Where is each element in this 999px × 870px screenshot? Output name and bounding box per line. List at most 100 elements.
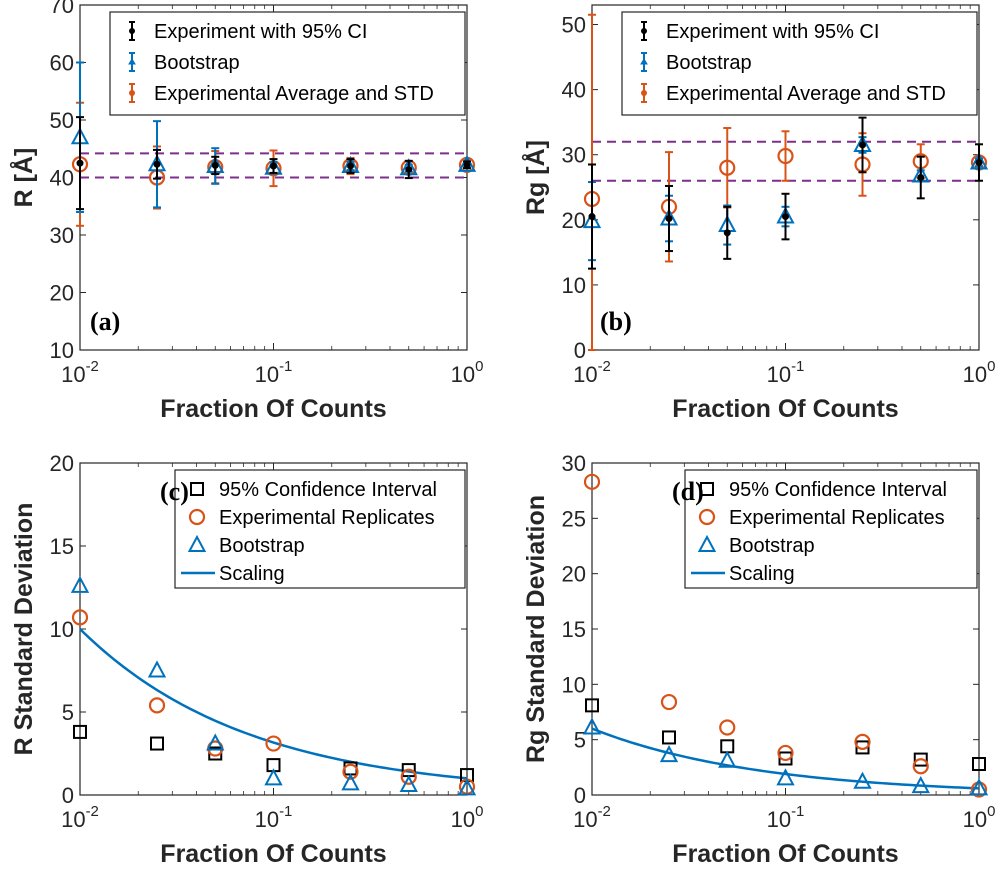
y-tick-label: 30 [50, 223, 74, 248]
y-tick-label: 70 [50, 0, 74, 18]
data-point [264, 768, 283, 786]
chart-panel-2: 0 10 20 30 40 50 10-2 10-1 100 Fraction Of Counts… [521, 4, 996, 423]
data-point [341, 773, 360, 791]
legend-entry: Bootstrap [154, 52, 240, 74]
legend-entry: Experimental Replicates [729, 507, 945, 529]
data-point [73, 724, 87, 739]
data-point [855, 740, 870, 755]
legend-swatch [700, 482, 714, 496]
data-point [76, 159, 84, 167]
legend-entry: Scaling [729, 563, 795, 585]
chart-panel-3: 0 5 10 15 20 10-2 10-1 100 Fraction Of Counts R S… [10, 451, 483, 868]
series-1 [76, 116, 471, 211]
y-tick-label: 10 [50, 617, 74, 642]
data-point [342, 763, 359, 780]
y-tick-label: 60 [50, 51, 74, 76]
x-tick-label: 10-1 [767, 803, 805, 832]
x-axis-label: Fraction Of Counts [160, 395, 386, 423]
x-tick-label: 10-1 [255, 358, 293, 387]
y-tick-label: 20 [50, 281, 74, 306]
legend: 95% Confidence Interval Experimental Repl… [174, 469, 466, 589]
data-point [211, 161, 219, 169]
legend-swatch [129, 90, 135, 96]
series-3 [70, 575, 477, 796]
data-point [778, 751, 793, 766]
y-tick-label: 5 [574, 728, 586, 753]
legend-box [109, 11, 466, 116]
series-1 [588, 116, 983, 270]
y-axis-label: R [Å] [9, 148, 38, 208]
legend: Experiment with 95% CI Bootstrap Experimen… [109, 11, 466, 116]
x-tick-label: 10-1 [767, 358, 805, 387]
y-tick-label: 20 [562, 562, 586, 587]
y-tick-label: 15 [50, 534, 74, 559]
data-point [70, 575, 90, 593]
series-1 [585, 698, 986, 772]
legend-swatch [697, 534, 717, 552]
data-point [405, 165, 413, 173]
data-point [588, 213, 596, 221]
chart-panel-4: 0 5 10 15 20 25 30 10-2 10-1 100 Fraction Of Count… [522, 451, 995, 868]
x-tick-label: 100 [451, 803, 484, 832]
scaling-line [591, 727, 980, 790]
y-tick-label: 0 [574, 783, 586, 808]
data-point [457, 778, 477, 796]
y-tick-label: 50 [562, 13, 586, 38]
data-point [972, 757, 986, 772]
data-point [859, 141, 867, 149]
y-axis-label: Rg [Å] [521, 140, 550, 215]
data-point [719, 159, 736, 176]
data-point [854, 733, 871, 750]
legend-entry: Experimental Average and STD [666, 83, 946, 105]
legend-entry: Bootstrap [219, 535, 305, 557]
y-tick-label: 30 [562, 143, 586, 168]
legend-entry: 95% Confidence Interval [729, 479, 947, 501]
data-point [853, 771, 872, 789]
data-point [347, 162, 355, 170]
data-point [583, 473, 601, 490]
y-axis-label: R Standard Deviation [10, 503, 38, 756]
data-point [585, 698, 599, 713]
legend-box [174, 469, 466, 589]
y-tick-label: 0 [62, 783, 74, 808]
data-point [153, 160, 161, 168]
y-tick-label: 20 [50, 451, 74, 476]
legend-swatch [190, 482, 204, 496]
y-axis-label: Rg Standard Deviation [522, 495, 550, 763]
data-point [206, 733, 225, 751]
y-tick-label: 0 [574, 338, 586, 363]
y-tick-label: 40 [50, 166, 74, 191]
legend-entry: Bootstrap [666, 52, 752, 74]
data-point [457, 154, 477, 172]
data-point [71, 609, 89, 626]
x-tick-label: 100 [963, 803, 996, 832]
legend-entry: Scaling [219, 563, 285, 585]
legend-entry: Experimental Average and STD [154, 83, 434, 105]
data-point [782, 213, 789, 221]
y-tick-label: 5 [62, 700, 74, 725]
legend-swatch [640, 58, 648, 65]
legend-swatch [641, 28, 647, 34]
data-point [662, 730, 677, 745]
panel-label: (c) [160, 477, 189, 506]
x-axis-label: Fraction Of Counts [672, 395, 898, 423]
data-point [723, 229, 731, 237]
x-tick-label: 100 [963, 358, 996, 387]
data-point [265, 735, 282, 752]
y-tick-label: 25 [562, 506, 586, 531]
data-point [147, 660, 167, 678]
legend-entry: Experimental Replicates [219, 507, 435, 529]
x-tick-label: 10-2 [61, 803, 99, 832]
legend-box [621, 11, 978, 116]
panel-label: (d) [672, 477, 704, 506]
y-tick-label: 30 [562, 451, 586, 476]
data-point [917, 174, 925, 181]
x-tick-label: 10-2 [61, 358, 99, 387]
legend-entry: 95% Confidence Interval [219, 479, 437, 501]
data-point [912, 758, 929, 775]
data-point [975, 159, 983, 167]
legend-entry: Experiment with 95% CI [154, 21, 367, 43]
y-tick-label: 10 [50, 338, 74, 363]
data-point [270, 162, 277, 170]
